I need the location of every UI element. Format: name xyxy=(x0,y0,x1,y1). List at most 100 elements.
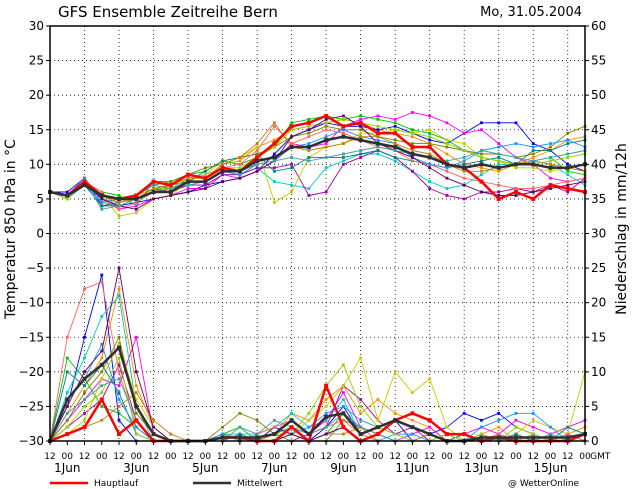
precip-member-line-point xyxy=(307,418,311,422)
temp-member-line-point xyxy=(341,152,345,156)
precip-member-line-point xyxy=(238,432,242,436)
precip-main-run-line-point xyxy=(324,383,329,388)
precip-member-line-point xyxy=(65,411,69,415)
temp-mean-line-point xyxy=(306,145,311,150)
x-tick-label: 12 xyxy=(458,452,469,462)
temp-member-line-point xyxy=(100,190,104,194)
precip-member-line-point xyxy=(100,391,104,394)
temp-member-line-point xyxy=(462,162,466,166)
temp-member-line-point xyxy=(462,159,466,163)
precip-member-line-point xyxy=(341,418,345,422)
precip-main-run-line-point xyxy=(427,418,432,423)
precip-member-line-point xyxy=(65,335,69,339)
credit: @ WetterOnline xyxy=(508,479,580,489)
temp-member-line-point xyxy=(480,121,483,125)
right-tick-label: 60 xyxy=(591,19,606,33)
temp-member-line xyxy=(50,122,586,207)
temp-member-line-point xyxy=(393,128,397,132)
temp-member-line-point xyxy=(566,142,570,145)
temp-member-line-point xyxy=(307,124,311,128)
temp-member-line-point xyxy=(566,156,570,159)
temp-member-line-point xyxy=(393,159,397,163)
precip-member-line-point xyxy=(359,405,363,408)
precip-member-line-point xyxy=(83,384,86,388)
temp-mean-line-point xyxy=(168,190,173,194)
temp-member-line-point xyxy=(445,138,449,142)
precip-member-line-point xyxy=(514,418,518,422)
precip-member-line-point xyxy=(359,356,363,360)
precip-member-line-point xyxy=(134,398,138,401)
temp-member-line-point xyxy=(393,149,397,152)
left-tick-label: 25 xyxy=(29,54,44,68)
temp-member-line-point xyxy=(272,145,276,149)
x-tick-label: 00 xyxy=(545,452,557,462)
temp-member-line-point xyxy=(376,128,380,132)
temp-main-run-line-point xyxy=(255,155,260,160)
precip-member-line-point xyxy=(324,398,328,401)
temp-member-line-point xyxy=(290,121,294,125)
temp-main-run-line-point xyxy=(531,196,536,201)
precip-mean-line-point xyxy=(496,435,501,440)
temp-member-line-point xyxy=(428,128,432,132)
precip-mean-line-point xyxy=(151,432,156,437)
temp-member-line-point xyxy=(462,131,466,135)
temp-member-line-point xyxy=(272,124,276,128)
precip-member-line-point xyxy=(83,335,86,339)
x-axis-ticks: 12 00 12 00 12 00 12 00 12 00 12 00 12 00 12 00 12 00 12 00… xyxy=(44,441,611,462)
temp-member-line-point xyxy=(290,190,294,194)
left-tick-label: 15 xyxy=(29,123,44,137)
temperature-series xyxy=(48,111,587,218)
day-label: 7Jun xyxy=(261,461,287,475)
temp-member-line-point xyxy=(497,142,501,145)
day-label: 3Jun xyxy=(123,461,149,475)
precip-mean-line-point xyxy=(134,404,139,409)
temp-member-line xyxy=(49,112,586,210)
temp-member-line-point xyxy=(341,117,345,121)
precip-member-line-point xyxy=(65,405,69,408)
precip-member-line-point xyxy=(341,405,345,408)
temp-member-line-point xyxy=(341,131,345,135)
temp-member-line-point xyxy=(428,131,432,135)
temp-member-line-point xyxy=(480,159,483,163)
temp-member-line-point xyxy=(376,152,380,156)
legend-mean-label: Mittelwert xyxy=(237,479,283,489)
temp-member-line-point xyxy=(376,138,380,142)
temp-main-run-line-point xyxy=(496,196,501,201)
precip-member-line-point xyxy=(324,405,328,408)
temp-main-run-line-point xyxy=(306,120,311,125)
precip-member-line-point xyxy=(117,391,121,394)
temp-member-line-point xyxy=(359,124,363,128)
precip-mean-line-point xyxy=(237,435,242,440)
precip-main-run-line xyxy=(49,384,586,443)
temp-member-line-point xyxy=(117,214,121,218)
temp-member-line-point xyxy=(376,149,380,152)
temp-member-line-point xyxy=(514,156,518,159)
temp-main-run-line-point xyxy=(82,179,87,184)
precip-member-line-point xyxy=(445,425,449,429)
precip-mean-line-point xyxy=(255,435,260,440)
temp-member-line-point xyxy=(117,194,121,197)
temp-main-run-line-point xyxy=(548,183,553,188)
legend: Hauptlauf Mittelwert @ WetterOnline xyxy=(50,479,580,489)
left-tick-label: 10 xyxy=(29,157,44,171)
precip-member-line-point xyxy=(290,411,294,415)
precip-member-line-point xyxy=(117,418,121,422)
temp-member-line-point xyxy=(341,162,345,166)
x-tick-label: 12 xyxy=(493,452,504,462)
temp-member-line-point xyxy=(411,111,414,114)
temp-member-line-point xyxy=(376,124,380,128)
temp-member-line-point xyxy=(290,128,294,132)
left-tick-label: 30 xyxy=(29,19,44,33)
right-tick-label: 40 xyxy=(591,157,606,171)
temp-member-line-point xyxy=(462,142,466,145)
precip-member-line-point xyxy=(462,411,466,415)
temp-member-line-point xyxy=(255,162,259,166)
precip-member-line-point xyxy=(117,287,121,291)
temp-member-line-point xyxy=(152,197,155,201)
precip-member-line-point xyxy=(324,411,328,415)
day-label: 11Jun xyxy=(395,461,429,475)
temp-member-line-point xyxy=(359,117,363,121)
temp-member-line-point xyxy=(566,190,570,194)
right-tick-label: 15 xyxy=(591,330,606,344)
precip-member-line-point xyxy=(117,405,121,408)
